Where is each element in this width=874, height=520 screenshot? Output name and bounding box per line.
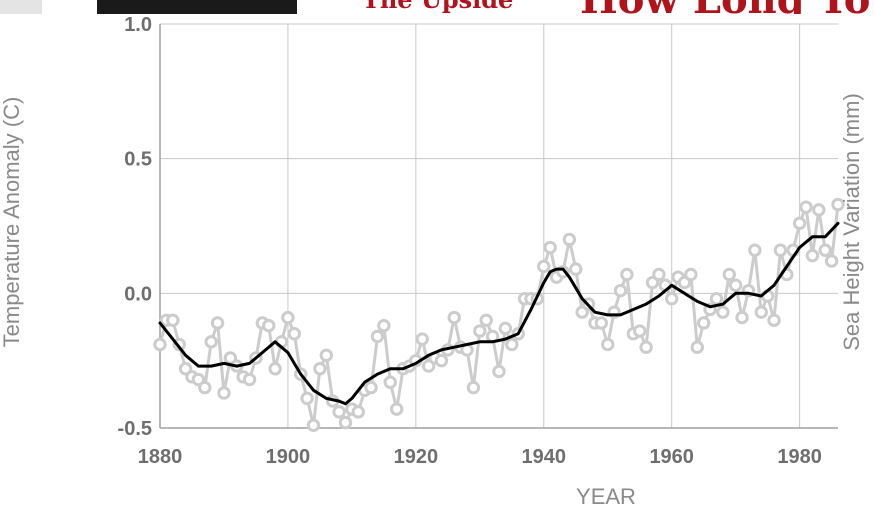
x-tick-label: 1900 <box>266 446 311 468</box>
annual-anomaly-point <box>620 267 634 282</box>
annual-anomaly-point <box>799 200 813 214</box>
annual-anomaly-point <box>268 362 282 376</box>
annual-anomaly-point <box>767 313 781 327</box>
x-tick-label: 1980 <box>777 446 822 468</box>
annual-anomaly-point <box>383 375 397 389</box>
annual-anomaly-point <box>792 216 807 231</box>
annual-anomaly-point <box>479 313 493 327</box>
annual-anomaly-point <box>447 310 461 325</box>
annual-anomaly-point <box>434 353 449 368</box>
annual-anomaly-point <box>633 324 647 338</box>
annual-anomaly-point <box>613 283 628 298</box>
y-axis-label: Temperature Anomaly (C) <box>0 96 24 348</box>
annual-anomaly-point <box>543 240 557 255</box>
annual-anomaly-point <box>242 372 257 387</box>
annual-anomaly-point <box>773 243 788 257</box>
header-strip: The Upside How Long To <box>0 0 874 14</box>
annual-anomaly-point <box>332 405 346 419</box>
y-tick-label: 0.0 <box>124 283 152 305</box>
annual-anomaly-point <box>735 310 749 325</box>
annual-anomaly-point <box>652 267 666 282</box>
annual-anomaly-point <box>818 243 832 257</box>
annual-anomaly-point <box>210 316 225 330</box>
annual-anomaly-point <box>831 197 845 212</box>
annual-anomaly-point <box>594 316 609 330</box>
x-tick-label: 1920 <box>394 446 439 468</box>
x-tick-label: 1880 <box>138 446 183 468</box>
annual-anomaly-point <box>306 418 321 433</box>
annual-anomaly-point <box>569 262 583 276</box>
annual-anomaly-point <box>338 415 353 430</box>
annual-anomaly-point <box>664 292 679 306</box>
annual-anomaly-point <box>287 327 302 341</box>
annual-anomaly-point <box>748 243 762 257</box>
annual-anomaly-point <box>812 203 826 217</box>
annual-anomaly-point <box>415 332 429 346</box>
annual-anomaly-point <box>281 310 295 325</box>
annual-anomaly-point <box>370 329 385 344</box>
header-thumbnail-dark <box>97 0 297 14</box>
annual-anomaly-point <box>153 337 167 352</box>
annual-anomaly-point <box>505 337 519 352</box>
annual-anomaly-point <box>473 324 487 338</box>
annual-anomaly-point <box>351 405 365 419</box>
annual-anomaly-point <box>690 340 704 354</box>
y-tick-label: 1.0 <box>124 14 152 36</box>
annual-anomaly-point <box>684 267 698 282</box>
annual-anomaly-point <box>498 321 513 336</box>
annual-anomaly-point <box>364 380 378 395</box>
annual-anomaly-point <box>262 318 276 333</box>
header-article-title-right[interactable]: How Long To <box>580 0 874 14</box>
annual-anomaly-point <box>313 362 327 376</box>
x-tick-label: 1960 <box>649 446 694 468</box>
y-tick-label: 0.5 <box>124 149 152 171</box>
annual-anomaly-point <box>601 337 615 352</box>
annual-anomaly-point <box>722 267 736 282</box>
annual-anomaly-point <box>166 313 180 327</box>
annual-anomaly-point <box>805 248 820 263</box>
annual-anomaly-point <box>716 305 730 319</box>
header-article-title-left[interactable]: The Upside <box>362 0 522 14</box>
annual-anomaly-point <box>696 316 711 330</box>
secondary-y-axis-label: Sea Height Variation (mm) <box>839 93 864 351</box>
annual-anomaly-point <box>728 278 743 292</box>
annual-anomaly-point <box>466 380 481 395</box>
annual-anomaly-point <box>709 292 724 306</box>
annual-anomaly-point <box>754 305 768 319</box>
annual-anomaly-point <box>537 259 551 274</box>
y-tick-label: -0.5 <box>118 418 152 440</box>
annual-anomaly-point <box>300 391 314 406</box>
annual-anomaly-point <box>824 254 839 268</box>
annual-anomaly-point <box>217 386 231 400</box>
annual-anomaly-point <box>562 232 577 247</box>
x-axis-label: YEAR <box>576 484 636 509</box>
annual-anomaly-point <box>389 402 404 416</box>
annual-anomaly-point <box>492 364 506 379</box>
annual-anomaly-point <box>204 335 218 349</box>
x-tick-label: 1940 <box>522 446 567 468</box>
header-thumbnail-light <box>0 0 42 14</box>
annual-anomaly-point <box>319 348 334 362</box>
smoothed-anomaly-line <box>158 221 840 406</box>
annual-anomaly-point <box>377 318 391 333</box>
annual-anomaly-point <box>198 380 212 395</box>
annual-anomaly-point <box>639 340 653 354</box>
